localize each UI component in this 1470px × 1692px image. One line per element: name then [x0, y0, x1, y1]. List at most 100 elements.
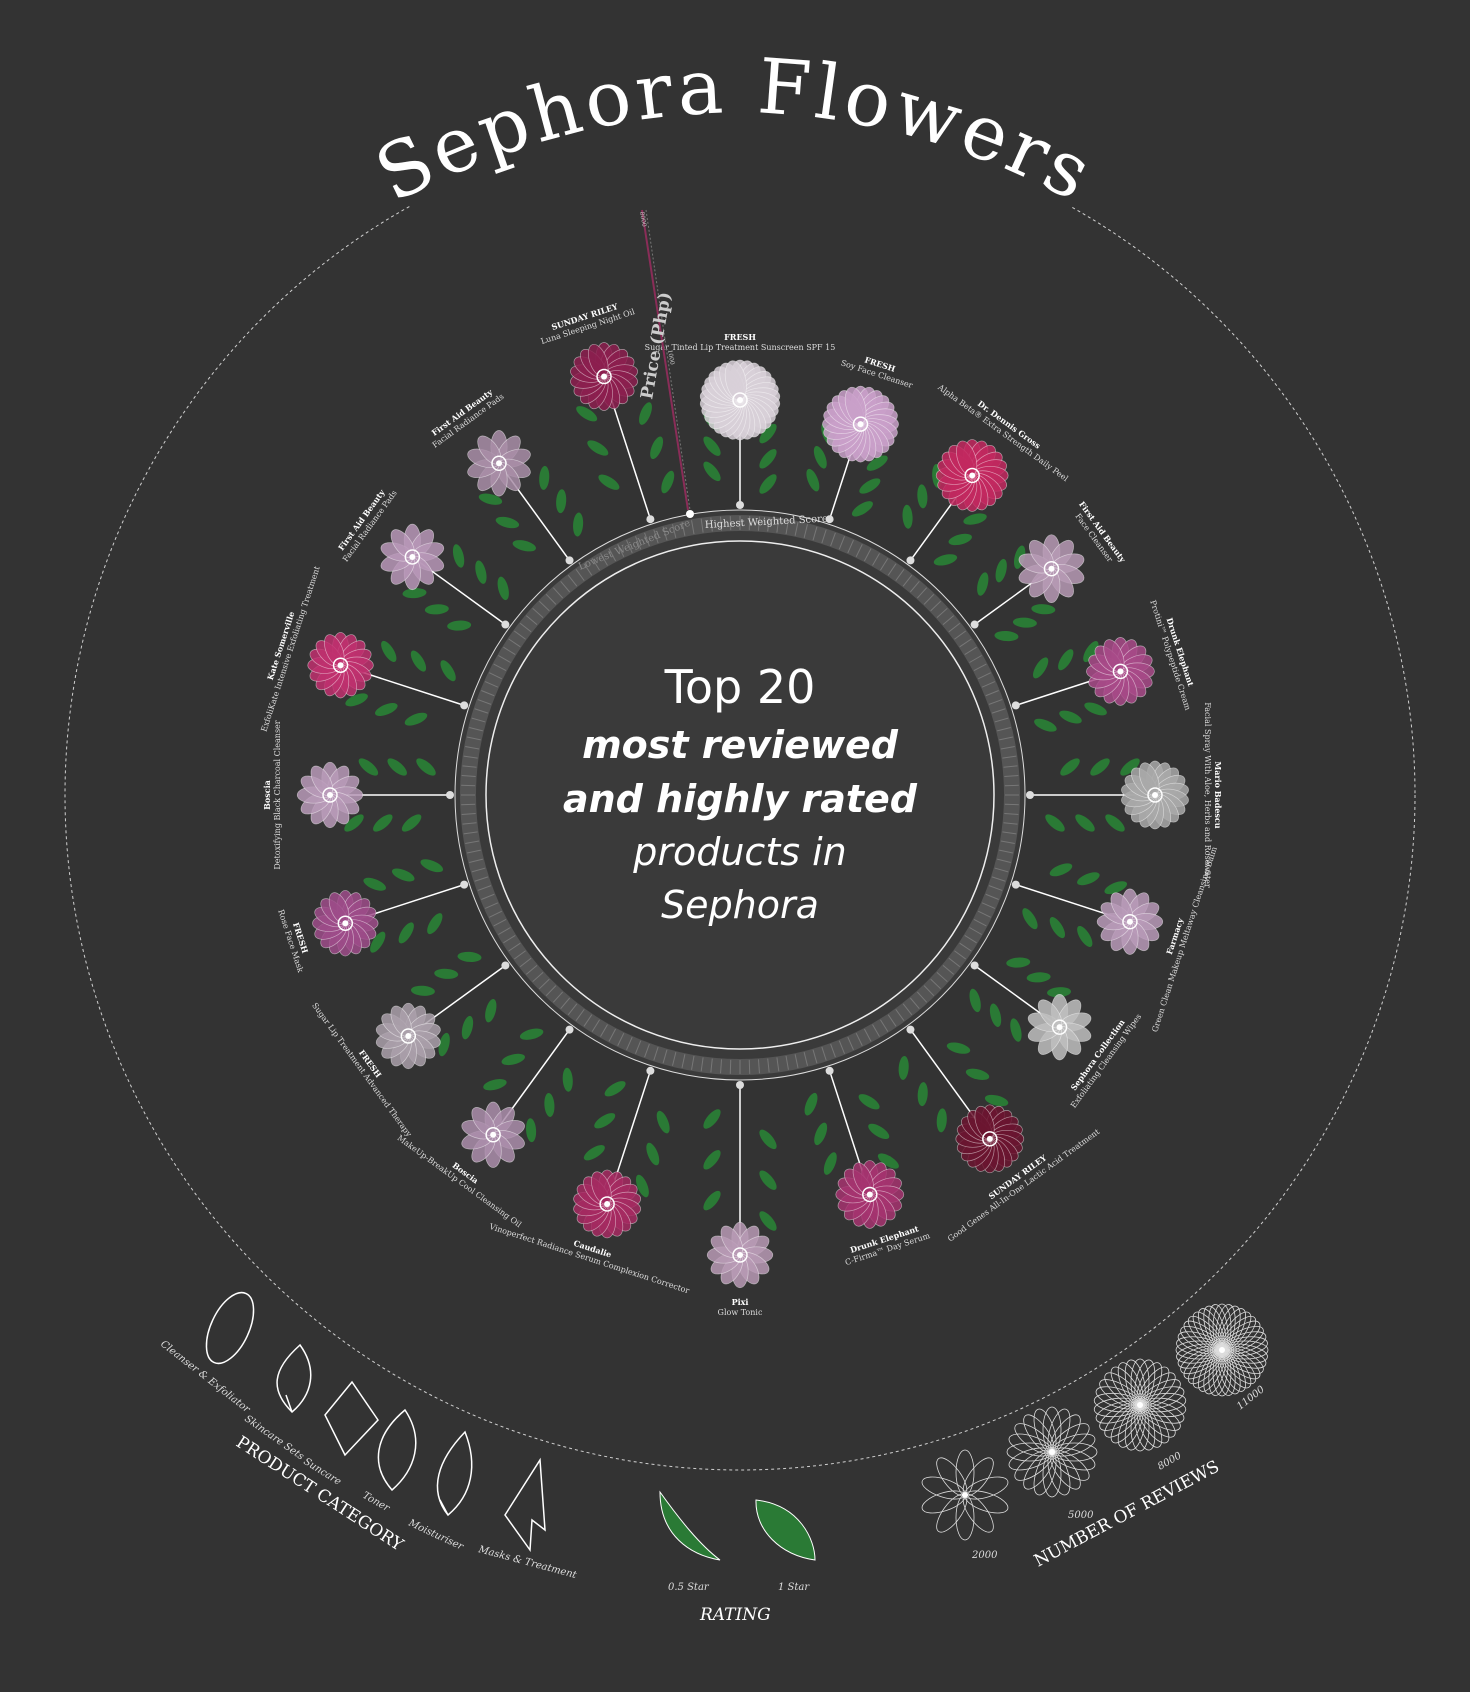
petal-moisturiser-icon	[436, 1430, 473, 1517]
leaf	[416, 758, 436, 776]
leaf	[1083, 641, 1099, 663]
stem-base	[565, 556, 574, 565]
stem-base	[970, 961, 979, 970]
flower-center	[599, 1196, 615, 1212]
stem-base	[446, 791, 454, 799]
leaf	[363, 877, 386, 891]
flower-product-label: Green Clean Makeup Meltaway Cleansing Ba…	[1150, 845, 1219, 1033]
leaf	[703, 1150, 721, 1170]
leaf	[1049, 863, 1073, 877]
stem-base	[460, 701, 469, 710]
stem-base	[736, 501, 744, 509]
center-line-5: Sephora	[661, 883, 819, 927]
leaf	[381, 640, 397, 662]
legend-rating: 0.5 Star 1 Star RATING	[659, 1490, 816, 1625]
flower-center	[732, 392, 748, 408]
score-ticks	[461, 516, 1019, 1074]
leaf	[478, 493, 503, 505]
leaf	[447, 620, 472, 631]
leaf	[1075, 814, 1095, 832]
legend-number-of-reviews	[921, 1303, 1269, 1541]
leaf	[483, 1079, 507, 1091]
stem-base	[565, 1025, 574, 1034]
stem-base	[906, 1025, 915, 1034]
leaf	[1084, 702, 1107, 716]
leaf	[438, 1032, 450, 1057]
leaf	[501, 1053, 525, 1066]
stem-base	[906, 556, 915, 565]
flower-product-label: Glow Tonic	[718, 1308, 763, 1317]
leaf	[965, 1068, 990, 1080]
leaf	[420, 859, 444, 873]
leaf	[1010, 1018, 1022, 1042]
legend-reviews-title: NUMBER OF REVIEWS	[1031, 1457, 1223, 1572]
reviews-label-5000: 5000	[1068, 1510, 1094, 1521]
flower-center	[596, 368, 612, 385]
leaf	[410, 650, 427, 672]
flower-center	[1122, 913, 1138, 930]
leaf	[933, 554, 958, 566]
category-label-moisturiser: Moisturiser	[406, 1517, 466, 1553]
leaf	[391, 868, 415, 882]
leaf	[427, 913, 443, 935]
leaf	[759, 474, 777, 494]
flower-product-label: ExfoliKate Intensive Exfoliating Treatme…	[260, 564, 322, 733]
price-axis: Price (Php) 8000 1000	[637, 209, 694, 518]
leaf	[759, 423, 777, 444]
leaf	[1049, 917, 1066, 939]
leaf	[703, 461, 721, 482]
stem-base	[646, 515, 655, 524]
leaf	[656, 1110, 670, 1134]
reviews-label-2000: 2000	[971, 1550, 998, 1561]
leaf	[1090, 758, 1110, 776]
leaf-half-star-icon	[659, 1490, 721, 1561]
flower-center	[332, 657, 349, 673]
leaf	[1045, 814, 1065, 832]
leaf	[375, 703, 398, 716]
reviews-legend-flower-icon	[921, 1449, 1009, 1541]
leaf	[963, 513, 987, 525]
flower-product-label: Vinoperfect Radiance Serum Complexion Co…	[487, 1222, 690, 1296]
leaf	[1077, 925, 1093, 947]
leaf	[598, 474, 620, 490]
reviews-legend-flower-icon	[1175, 1303, 1269, 1397]
leaf	[401, 814, 422, 832]
flower-center	[404, 549, 421, 565]
rating-label-half: 0.5 Star	[668, 1582, 710, 1593]
leaf	[370, 931, 386, 953]
center-text: Top 20 most reviewed and highly rated pr…	[563, 660, 918, 927]
leaf	[917, 1082, 928, 1107]
flower-center	[485, 1127, 501, 1143]
stem-base	[646, 1066, 655, 1075]
flower-center	[982, 1131, 998, 1147]
leaf	[1120, 758, 1140, 776]
leaf	[1006, 957, 1031, 968]
leaf	[576, 406, 598, 422]
stem-base	[825, 1066, 834, 1075]
leaf	[1026, 972, 1051, 983]
flower: Boscia Detoxifying Black Charcoal Cleanse…	[262, 720, 454, 870]
petal-toner-icon	[377, 1408, 417, 1492]
leaf	[703, 436, 721, 456]
leaf	[434, 968, 459, 979]
leaf	[703, 1109, 721, 1129]
legend-product-category	[205, 1291, 546, 1553]
flower-product-label: Facial Spray With Aloe, Herbs and Rosewa…	[1203, 702, 1212, 888]
flower-product-label: Sugar Tinted Lip Treatment Sunscreen SPF…	[645, 343, 836, 352]
leaf	[823, 1152, 837, 1175]
leaf	[1032, 657, 1049, 679]
leaf	[544, 1092, 555, 1117]
flower-center	[732, 1247, 748, 1263]
leaf	[398, 922, 414, 944]
leaf	[650, 436, 664, 460]
price-max-label: 8000	[638, 211, 648, 227]
leaf	[519, 1028, 544, 1040]
